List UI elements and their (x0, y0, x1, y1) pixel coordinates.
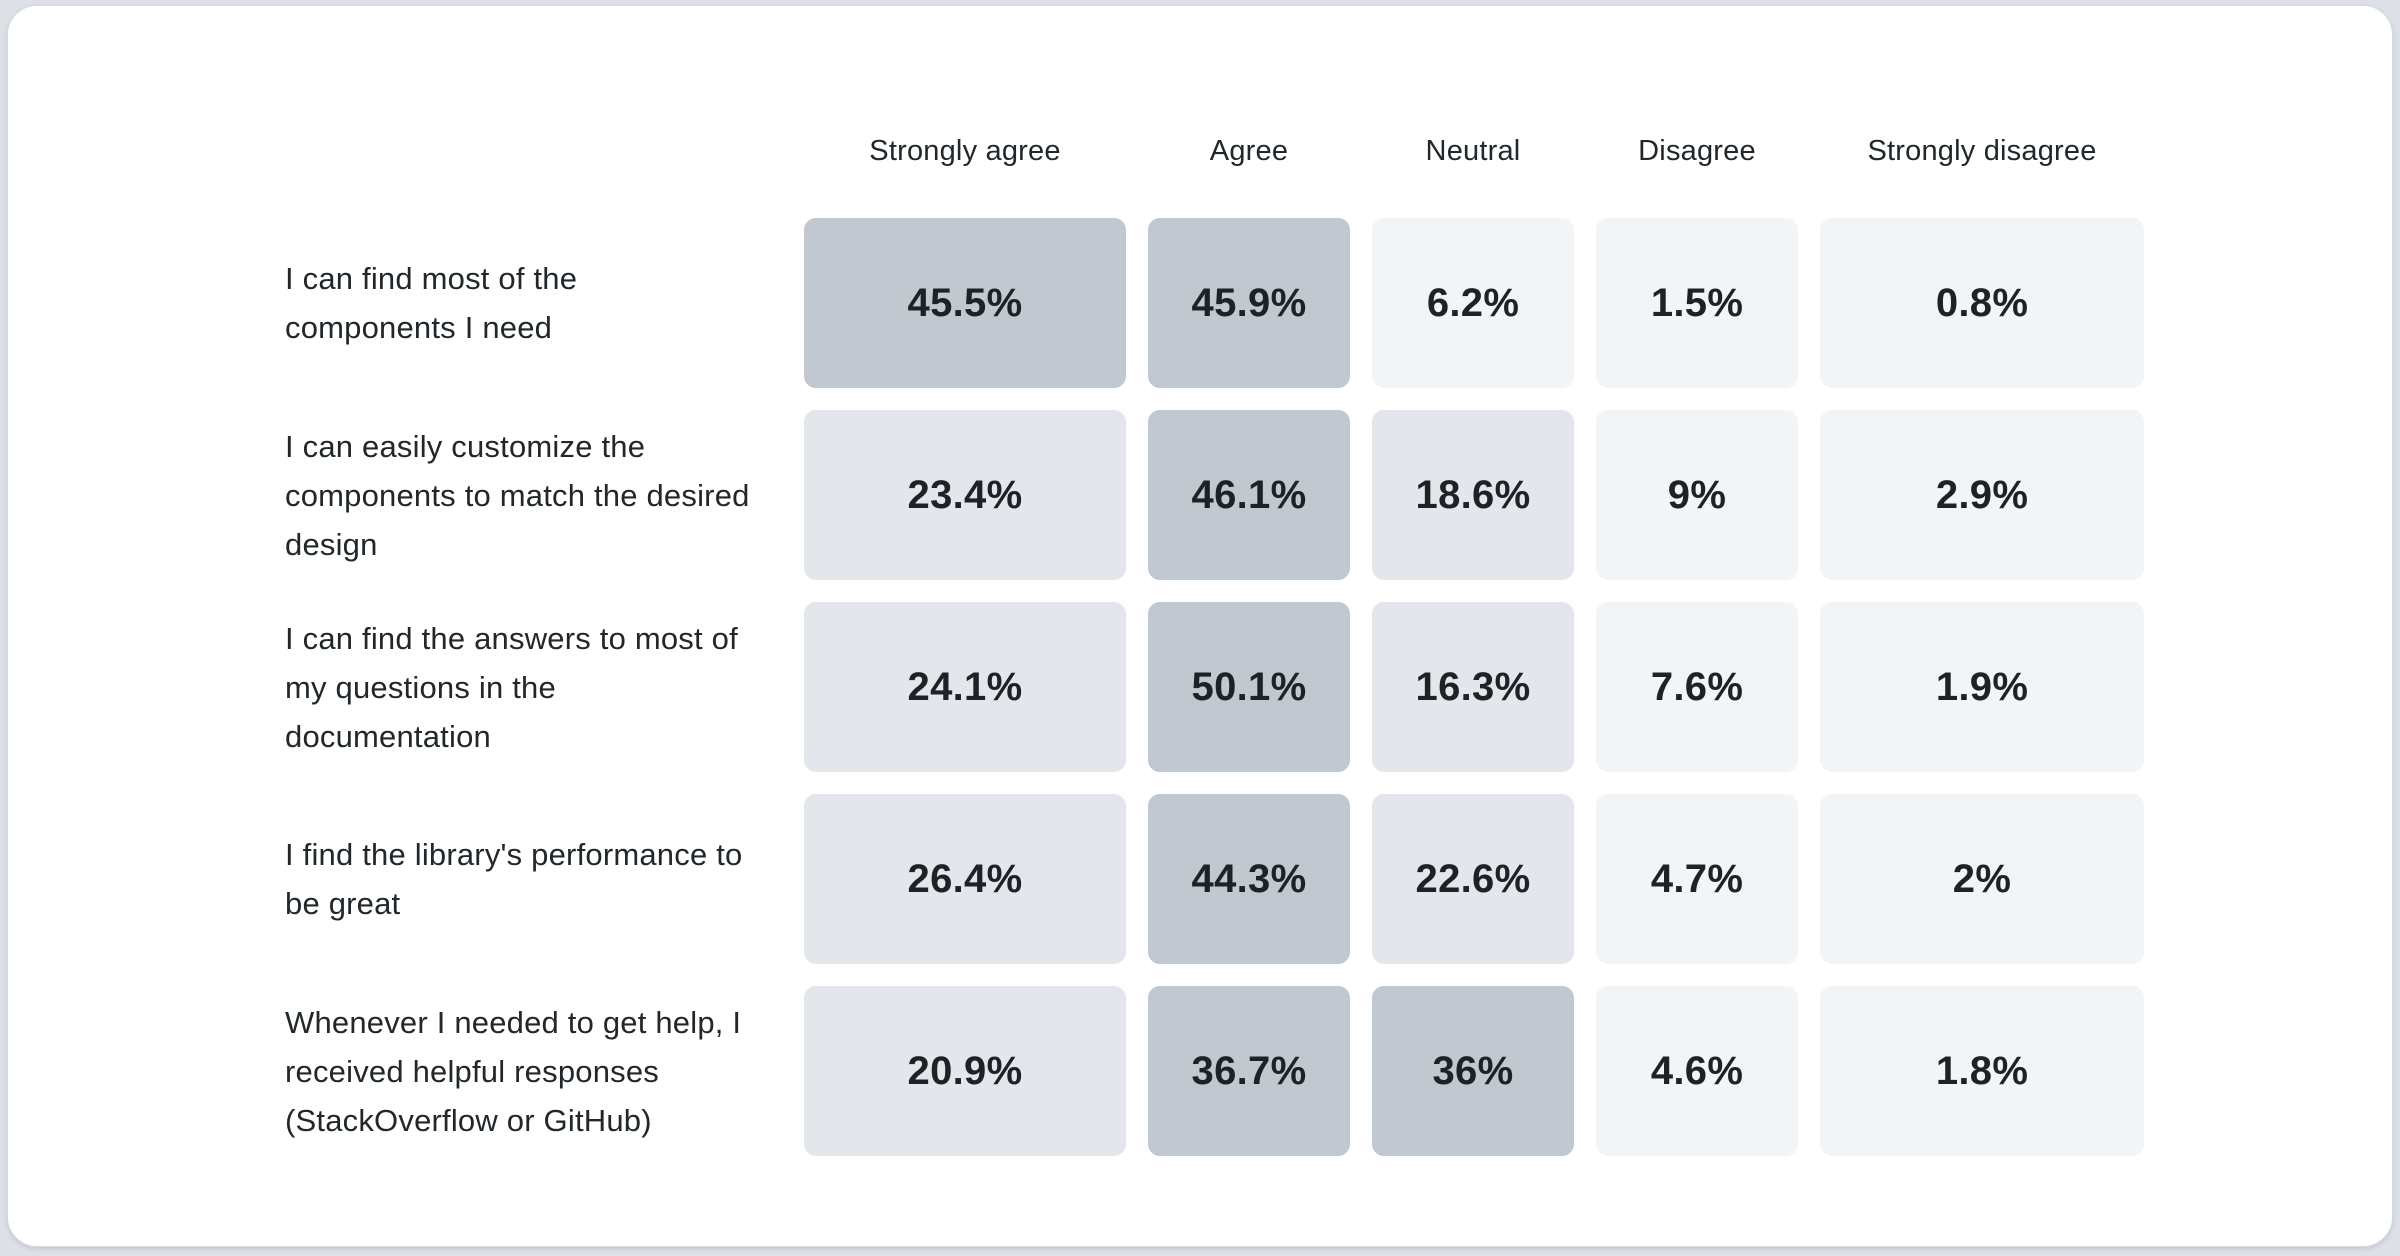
heatmap-cell: 50.1% (1148, 602, 1350, 772)
heatmap-cell: 45.9% (1148, 218, 1350, 388)
heatmap-cell: 23.4% (804, 410, 1126, 580)
heatmap-cell: 4.7% (1596, 794, 1798, 964)
heatmap-cell: 20.9% (804, 986, 1126, 1156)
column-header-strongly-disagree: Strongly disagree (1867, 134, 2097, 167)
row-label: Whenever I needed to get help, I receive… (285, 1004, 742, 1138)
row-label: I can find most of the components I need (285, 261, 578, 345)
column-header-neutral: Neutral (1425, 134, 1521, 167)
column-header-strongly-agree: Strongly agree (869, 134, 1061, 167)
heatmap-cell: 36% (1372, 986, 1574, 1156)
row-label: I find the library's performance to be g… (285, 837, 743, 921)
heatmap-cell: 4.6% (1596, 986, 1798, 1156)
column-header-disagree: Disagree (1638, 134, 1756, 167)
row-label: I can find the answers to most of my que… (285, 620, 738, 754)
heatmap-cell: 9% (1596, 410, 1798, 580)
heatmap-cell: 6.2% (1372, 218, 1574, 388)
grid-corner-spacer (285, 106, 782, 196)
heatmap-cell: 18.6% (1372, 410, 1574, 580)
likert-heatmap: Strongly agree Agree Neutral Disagree St… (285, 106, 2144, 1156)
row-label: I can easily customize the components to… (285, 428, 750, 562)
heatmap-cell: 0.8% (1820, 218, 2144, 388)
heatmap-cell: 16.3% (1372, 602, 1574, 772)
heatmap-cell: 46.1% (1148, 410, 1350, 580)
heatmap-cell: 22.6% (1372, 794, 1574, 964)
heatmap-cell: 1.5% (1596, 218, 1798, 388)
heatmap-cell: 24.1% (804, 602, 1126, 772)
heatmap-cell: 26.4% (804, 794, 1126, 964)
heatmap-cell: 1.8% (1820, 986, 2144, 1156)
heatmap-cell: 1.9% (1820, 602, 2144, 772)
heatmap-cell: 44.3% (1148, 794, 1350, 964)
heatmap-cell: 2.9% (1820, 410, 2144, 580)
survey-card: Strongly agree Agree Neutral Disagree St… (7, 5, 2393, 1247)
heatmap-cell: 45.5% (804, 218, 1126, 388)
heatmap-cell: 36.7% (1148, 986, 1350, 1156)
heatmap-cell: 7.6% (1596, 602, 1798, 772)
column-header-agree: Agree (1209, 134, 1289, 167)
heatmap-cell: 2% (1820, 794, 2144, 964)
